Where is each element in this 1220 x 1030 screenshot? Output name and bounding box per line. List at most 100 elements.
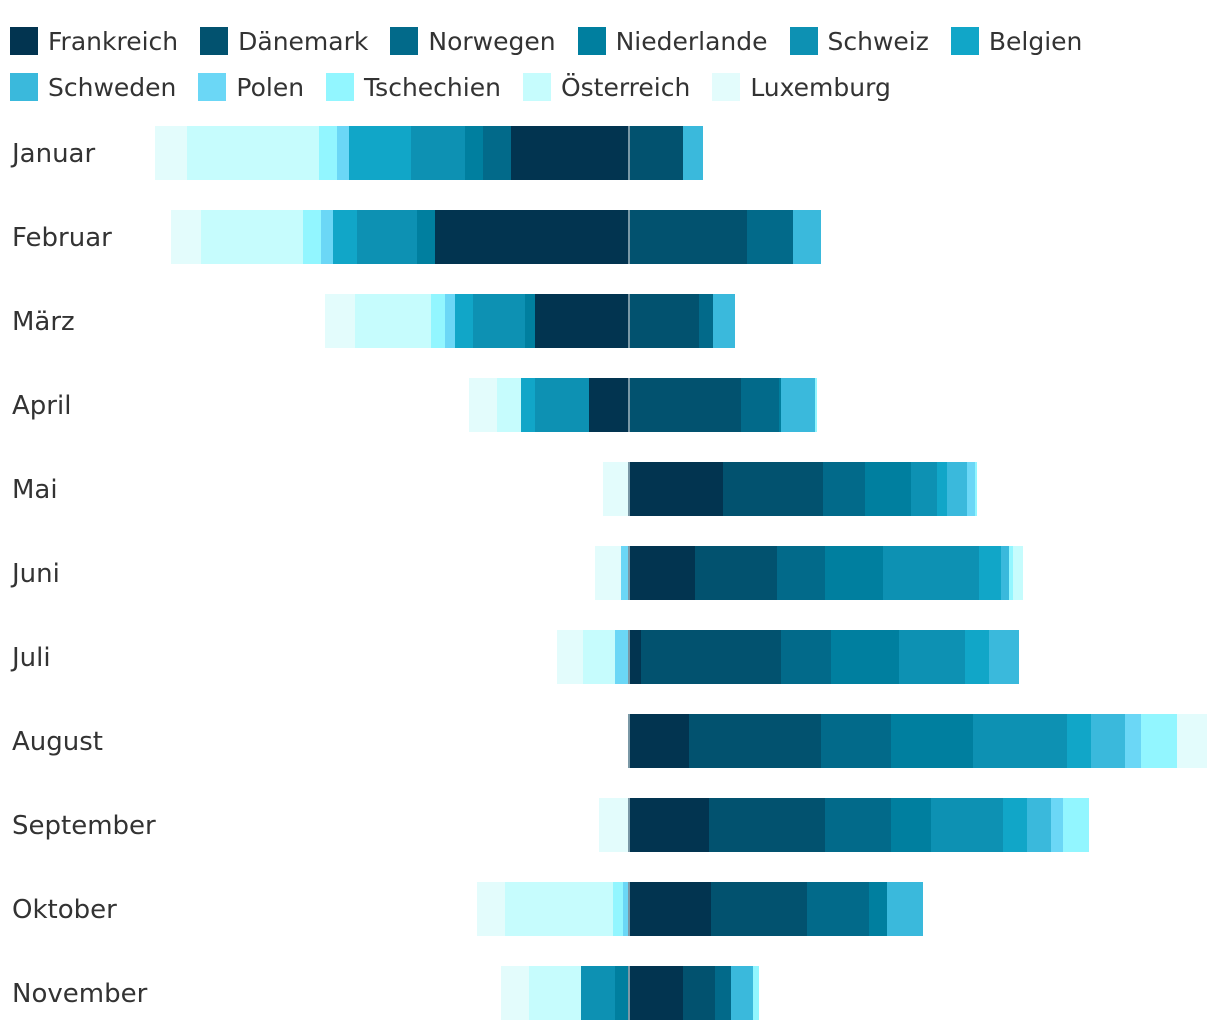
bar-segment-mai-schweden[interactable] <box>947 462 967 516</box>
bar-segment-januar-schweiz[interactable] <box>411 126 465 180</box>
bar-segment-august-norwegen[interactable] <box>821 714 891 768</box>
bar-segment-oktober-tschechien[interactable] <box>613 882 623 936</box>
legend-item-luxemburg[interactable]: Luxemburg <box>712 73 891 102</box>
bar-segment-august-frankreich[interactable] <box>629 714 689 768</box>
bar-segment-maerz-oesterreich[interactable] <box>355 294 431 348</box>
bar-segment-juli-schweiz[interactable] <box>899 630 965 684</box>
bar-segment-juli-polen[interactable] <box>615 630 629 684</box>
bar-segment-mai-tschechien[interactable] <box>975 462 977 516</box>
bar-segment-mai-frankreich[interactable] <box>629 462 723 516</box>
bar-segment-maerz-tschechien[interactable] <box>431 294 445 348</box>
bar-segment-september-polen[interactable] <box>1051 798 1063 852</box>
legend-item-polen[interactable]: Polen <box>198 73 304 102</box>
bar-segment-juli-belgien[interactable] <box>965 630 989 684</box>
legend-item-niederlande[interactable]: Niederlande <box>577 27 768 56</box>
bar-segment-mai-schweiz[interactable] <box>911 462 937 516</box>
bar-segment-april-tschechien[interactable] <box>815 378 817 432</box>
bar-segment-november-niederlande[interactable] <box>615 966 629 1020</box>
bar-segment-august-belgien[interactable] <box>1067 714 1091 768</box>
bar-segment-mai-daenemark[interactable] <box>723 462 823 516</box>
bar-segment-januar-norwegen[interactable] <box>483 126 511 180</box>
bar-segment-november-frankreich[interactable] <box>629 966 683 1020</box>
bar-segment-januar-tschechien[interactable] <box>319 126 337 180</box>
bar-segment-november-luxemburg[interactable] <box>501 966 529 1020</box>
bar-segment-oktober-oesterreich[interactable] <box>505 882 613 936</box>
bar-segment-oktober-luxemburg[interactable] <box>477 882 505 936</box>
bar-segment-juli-daenemark[interactable] <box>641 630 781 684</box>
bar-segment-februar-oesterreich[interactable] <box>201 210 303 264</box>
bar-segment-maerz-belgien[interactable] <box>455 294 473 348</box>
bar-segment-april-schweiz[interactable] <box>535 378 589 432</box>
bar-segment-mai-polen[interactable] <box>967 462 975 516</box>
bar-segment-juni-frankreich[interactable] <box>629 546 695 600</box>
bar-segment-april-norwegen[interactable] <box>741 378 779 432</box>
bar-segment-februar-schweiz[interactable] <box>357 210 417 264</box>
bar-segment-oktober-schweden[interactable] <box>887 882 923 936</box>
bar-segment-juli-norwegen[interactable] <box>781 630 831 684</box>
bar-segment-oktober-frankreich[interactable] <box>629 882 711 936</box>
bar-segment-oktober-polen[interactable] <box>623 882 629 936</box>
bar-segment-januar-frankreich[interactable] <box>511 126 629 180</box>
bar-segment-januar-schweden[interactable] <box>683 126 703 180</box>
bar-segment-februar-luxemburg[interactable] <box>171 210 201 264</box>
bar-segment-maerz-polen[interactable] <box>445 294 455 348</box>
bar-segment-februar-frankreich[interactable] <box>435 210 629 264</box>
bar-segment-juni-polen[interactable] <box>621 546 629 600</box>
legend-item-belgien[interactable]: Belgien <box>950 27 1082 56</box>
bar-segment-april-belgien[interactable] <box>521 378 535 432</box>
bar-segment-november-daenemark[interactable] <box>683 966 715 1020</box>
bar-segment-februar-tschechien[interactable] <box>303 210 321 264</box>
bar-segment-maerz-schweiz[interactable] <box>473 294 525 348</box>
bar-segment-januar-daenemark[interactable] <box>629 126 683 180</box>
bar-segment-september-luxemburg[interactable] <box>599 798 629 852</box>
bar-segment-september-niederlande[interactable] <box>891 798 931 852</box>
bar-segment-februar-polen[interactable] <box>321 210 333 264</box>
bar-segment-september-schweden[interactable] <box>1027 798 1051 852</box>
legend-item-schweden[interactable]: Schweden <box>10 73 176 102</box>
bar-segment-august-schweiz[interactable] <box>973 714 1067 768</box>
bar-segment-juni-tschechien[interactable] <box>1009 546 1013 600</box>
bar-segment-april-daenemark[interactable] <box>629 378 741 432</box>
bar-segment-august-luxemburg[interactable] <box>1177 714 1207 768</box>
bar-segment-februar-norwegen[interactable] <box>747 210 793 264</box>
bar-segment-april-niederlande[interactable] <box>779 378 781 432</box>
bar-segment-februar-niederlande[interactable] <box>417 210 435 264</box>
bar-segment-februar-belgien[interactable] <box>333 210 357 264</box>
bar-segment-januar-oesterreich[interactable] <box>187 126 319 180</box>
legend-item-norwegen[interactable]: Norwegen <box>390 27 556 56</box>
bar-segment-juli-niederlande[interactable] <box>831 630 899 684</box>
bar-segment-april-frankreich[interactable] <box>589 378 629 432</box>
bar-segment-juni-schweiz[interactable] <box>883 546 979 600</box>
bar-segment-maerz-schweden[interactable] <box>713 294 735 348</box>
bar-segment-juli-luxemburg[interactable] <box>557 630 583 684</box>
bar-segment-januar-polen[interactable] <box>337 126 349 180</box>
bar-segment-september-tschechien[interactable] <box>1063 798 1089 852</box>
bar-segment-juli-oesterreich[interactable] <box>583 630 615 684</box>
bar-segment-mai-luxemburg[interactable] <box>603 462 629 516</box>
bar-segment-juni-norwegen[interactable] <box>777 546 825 600</box>
bar-segment-oktober-norwegen[interactable] <box>807 882 869 936</box>
bar-segment-september-belgien[interactable] <box>1003 798 1027 852</box>
bar-segment-august-daenemark[interactable] <box>689 714 821 768</box>
bar-segment-mai-niederlande[interactable] <box>865 462 911 516</box>
bar-segment-april-luxemburg[interactable] <box>469 378 497 432</box>
bar-segment-august-polen[interactable] <box>1125 714 1141 768</box>
bar-segment-maerz-luxemburg[interactable] <box>325 294 355 348</box>
bar-segment-august-schweden[interactable] <box>1091 714 1125 768</box>
bar-segment-februar-schweden[interactable] <box>793 210 821 264</box>
bar-segment-juni-belgien[interactable] <box>979 546 1001 600</box>
bar-segment-januar-luxemburg[interactable] <box>155 126 187 180</box>
bar-segment-august-tschechien[interactable] <box>1141 714 1177 768</box>
bar-segment-juni-luxemburg[interactable] <box>595 546 621 600</box>
bar-segment-juni-schweden[interactable] <box>1001 546 1009 600</box>
bar-segment-september-frankreich[interactable] <box>629 798 709 852</box>
bar-segment-januar-belgien[interactable] <box>349 126 411 180</box>
bar-segment-november-oesterreich[interactable] <box>529 966 581 1020</box>
bar-segment-juni-niederlande[interactable] <box>825 546 883 600</box>
bar-segment-mai-norwegen[interactable] <box>823 462 865 516</box>
bar-segment-november-schweiz[interactable] <box>581 966 615 1020</box>
bar-segment-maerz-frankreich[interactable] <box>535 294 629 348</box>
legend-item-frankreich[interactable]: Frankreich <box>10 27 178 56</box>
bar-segment-juni-daenemark[interactable] <box>695 546 777 600</box>
bar-segment-juni-oesterreich[interactable] <box>1013 546 1023 600</box>
